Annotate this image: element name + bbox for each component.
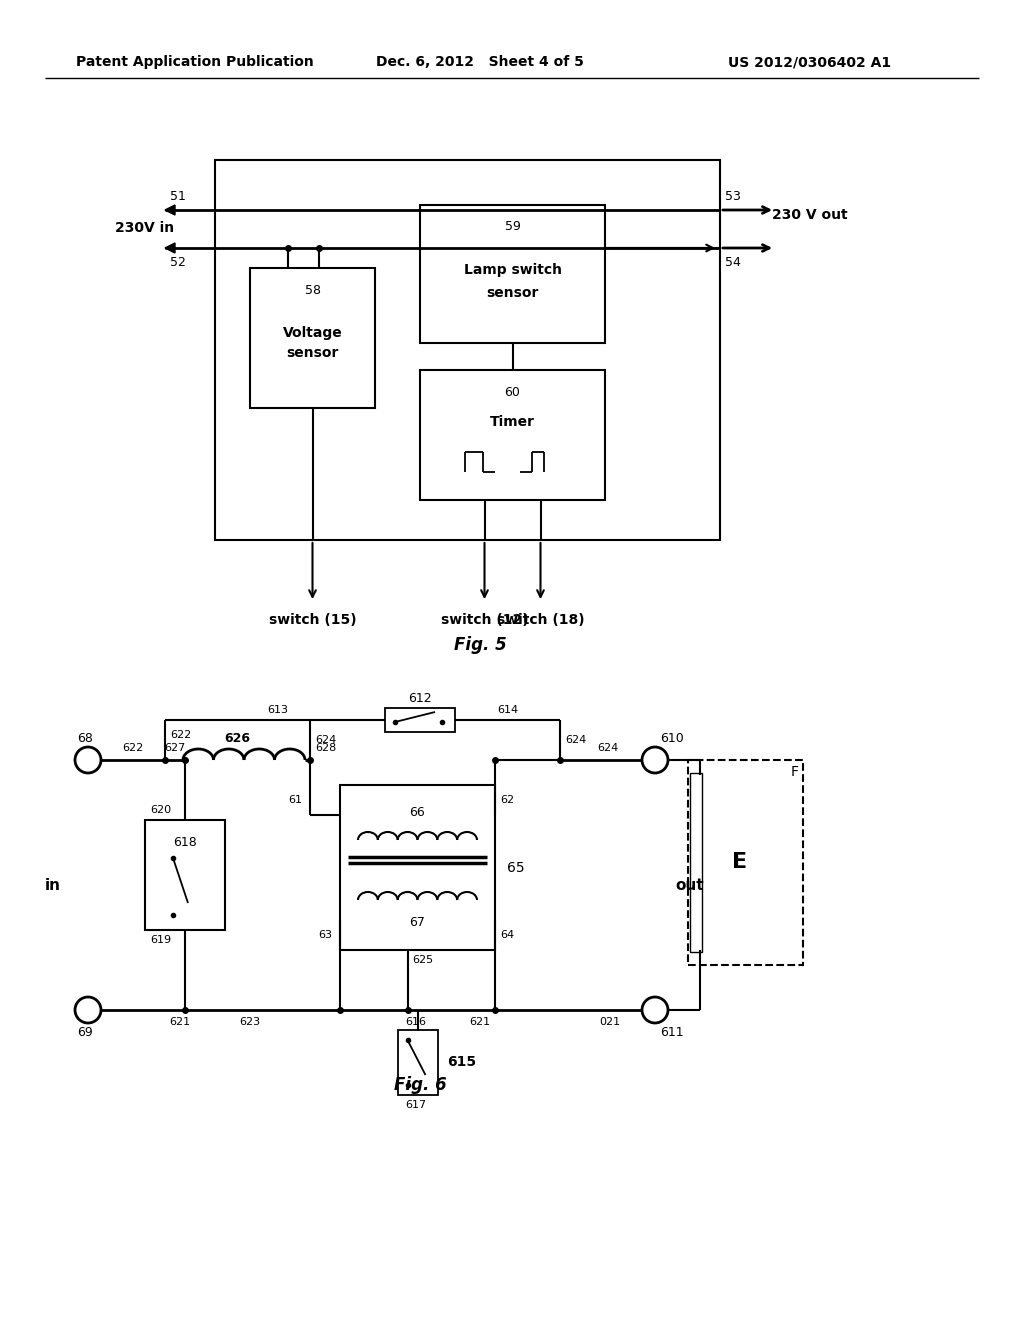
Text: 58: 58 (304, 284, 321, 297)
Text: 610: 610 (660, 731, 684, 744)
Bar (420, 205, 605, 343)
Text: 63: 63 (318, 931, 332, 940)
Text: 621: 621 (169, 1016, 190, 1027)
Text: 611: 611 (660, 1026, 684, 1039)
Text: in: in (45, 878, 61, 892)
Text: 614: 614 (497, 705, 518, 715)
Text: 628: 628 (315, 743, 336, 752)
Text: 626: 626 (224, 731, 251, 744)
Bar (420, 370, 605, 500)
Text: 021: 021 (599, 1016, 621, 1027)
Text: F: F (791, 766, 799, 779)
Text: 624: 624 (597, 743, 618, 752)
Text: 612: 612 (409, 692, 432, 705)
Text: 616: 616 (406, 1016, 426, 1027)
Text: 52: 52 (170, 256, 186, 268)
Text: 60: 60 (505, 385, 520, 399)
Text: Patent Application Publication: Patent Application Publication (76, 55, 314, 69)
Text: 61: 61 (288, 795, 302, 805)
Text: 230 V out: 230 V out (772, 209, 848, 222)
Text: Fig. 5: Fig. 5 (454, 636, 507, 653)
Text: 617: 617 (404, 1100, 426, 1110)
Bar (385, 708, 455, 733)
Text: 66: 66 (410, 807, 425, 820)
Polygon shape (165, 243, 175, 253)
Text: 621: 621 (469, 1016, 490, 1027)
Text: 64: 64 (500, 931, 514, 940)
Text: Dec. 6, 2012   Sheet 4 of 5: Dec. 6, 2012 Sheet 4 of 5 (376, 55, 584, 69)
Text: 624: 624 (565, 735, 587, 744)
Bar (340, 785, 495, 950)
Text: 62: 62 (500, 795, 514, 805)
Text: sensor: sensor (287, 346, 339, 360)
Text: switch (12): switch (12) (440, 612, 528, 627)
Text: 59: 59 (505, 220, 520, 234)
Text: US 2012/0306402 A1: US 2012/0306402 A1 (728, 55, 892, 69)
Text: E: E (732, 853, 748, 873)
Text: 230V in: 230V in (116, 220, 174, 235)
Text: out: out (676, 878, 705, 892)
Bar (145, 820, 225, 931)
Text: 65: 65 (507, 861, 524, 874)
Text: 625: 625 (413, 954, 433, 965)
Text: Fig. 6: Fig. 6 (393, 1076, 446, 1094)
Text: Voltage: Voltage (283, 326, 342, 341)
Text: 627: 627 (165, 743, 185, 752)
Text: 613: 613 (267, 705, 288, 715)
Text: 620: 620 (150, 805, 171, 814)
Text: switch (18): switch (18) (497, 612, 585, 627)
Bar (690, 774, 702, 952)
Text: 618: 618 (173, 836, 197, 849)
Text: 619: 619 (150, 935, 171, 945)
Text: sensor: sensor (486, 286, 539, 300)
Bar (700, 775, 780, 950)
Bar (215, 160, 720, 540)
Text: 51: 51 (170, 190, 186, 202)
Text: 615: 615 (447, 1056, 476, 1069)
Bar (688, 760, 803, 965)
Bar (250, 268, 375, 408)
Text: 54: 54 (725, 256, 741, 268)
Text: 69: 69 (77, 1026, 93, 1039)
Text: Timer: Timer (490, 414, 535, 429)
Text: 68: 68 (77, 731, 93, 744)
Text: 622: 622 (123, 743, 143, 752)
Text: 623: 623 (240, 1016, 260, 1027)
Text: 53: 53 (725, 190, 741, 202)
Text: switch (15): switch (15) (268, 612, 356, 627)
Polygon shape (165, 205, 175, 215)
Text: 624: 624 (315, 735, 336, 744)
Text: 622: 622 (170, 730, 191, 741)
Bar (397, 1030, 437, 1096)
Text: 67: 67 (410, 916, 425, 928)
Text: Lamp switch: Lamp switch (464, 263, 561, 277)
